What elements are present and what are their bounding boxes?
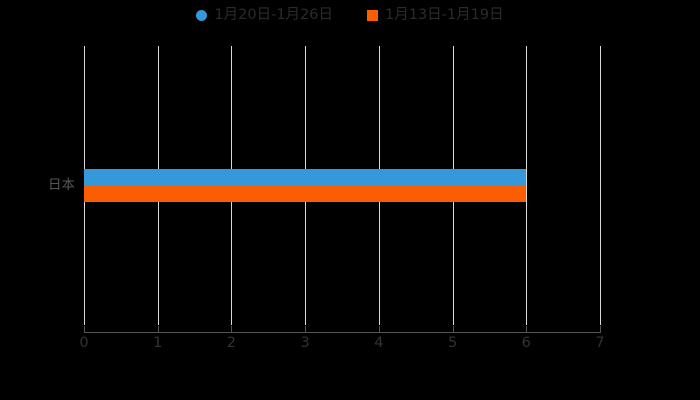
x-axis-tick-label-5: 5 — [447, 335, 458, 351]
chart-legend: 1月20日-1月26日 1月13日-1月19日 — [0, 4, 700, 26]
x-axis-tick-label-4: 4 — [374, 335, 384, 351]
bar-日本-series-2[interactable] — [84, 185, 527, 202]
x-axis-tick-4 — [378, 326, 380, 332]
legend-label-series-1: 1月20日-1月26日 — [214, 6, 333, 23]
x-axis-tick-label-2: 2 — [226, 335, 237, 351]
legend-circle-marker-icon — [196, 9, 208, 21]
legend-entry-series-2[interactable]: 1月13日-1月19日 — [367, 8, 504, 23]
y-axis-label-日本: 日本 — [48, 176, 75, 193]
plot-area — [84, 46, 601, 325]
x-axis-tick-5 — [452, 326, 454, 332]
legend-square-marker-icon — [367, 9, 378, 21]
gridline-x-6 — [526, 46, 528, 325]
x-axis-tick-7 — [600, 326, 601, 332]
x-axis-tick-label-0: 0 — [79, 335, 89, 351]
x-axis-line — [84, 332, 601, 333]
legend-entry-series-1[interactable]: 1月20日-1月26日 — [196, 8, 333, 23]
x-axis-tick-2 — [231, 326, 233, 332]
x-axis-tick-3 — [305, 326, 307, 332]
x-axis-tick-0 — [84, 326, 85, 332]
x-axis-tick-1 — [157, 326, 159, 332]
bar-日本-series-1[interactable] — [84, 169, 527, 186]
gridline-x-7 — [600, 46, 601, 325]
x-axis-tick-label-3: 3 — [300, 335, 310, 351]
x-axis-tick-label-1: 1 — [153, 335, 163, 351]
x-axis-tick-label-7: 7 — [595, 335, 605, 351]
x-axis-tick-6 — [526, 326, 528, 332]
y-axis-labels: 日本 — [0, 0, 84, 400]
legend-label-series-2: 1月13日-1月19日 — [385, 6, 504, 23]
x-axis-tick-label-6: 6 — [521, 335, 531, 351]
